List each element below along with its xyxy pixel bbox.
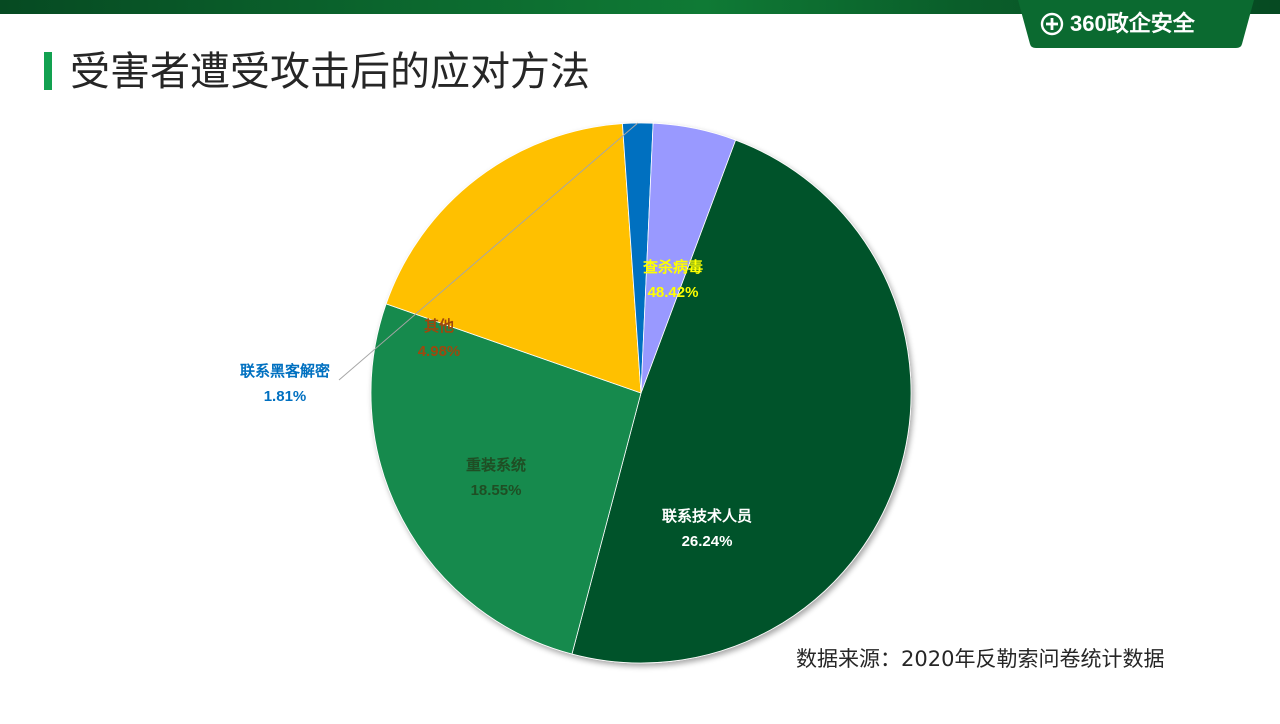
page-title: 受害者遭受攻击后的应对方法 — [70, 49, 590, 95]
pie-slice — [571, 139, 912, 664]
brand-logo: 360政企安全 — [1070, 11, 1195, 36]
brand-tab — [1018, 0, 1254, 48]
slice-value-label: 1.81% — [264, 388, 307, 405]
slice-category-label: 其他 — [424, 317, 454, 335]
pie-slice — [385, 123, 642, 394]
pie-slice — [640, 122, 737, 394]
slice-category-label: 重装系统 — [466, 456, 526, 474]
slice-category-label: 联系黑客解密 — [240, 362, 330, 380]
slice-value-label: 18.55% — [471, 482, 522, 499]
slice-category-label: 联系技术人员 — [662, 507, 752, 525]
slice-value-label: 26.24% — [682, 533, 733, 550]
data-source-note: 数据来源：2020年反勒索问卷统计数据 — [796, 647, 1165, 671]
title-accent-bar — [44, 52, 52, 90]
slice-category-label: 查杀病毒 — [643, 258, 703, 276]
slice-value-label: 48.42% — [648, 284, 699, 301]
pie-slice — [370, 303, 642, 655]
top-banner — [0, 0, 1280, 14]
plus-circle-icon — [1040, 12, 1064, 36]
leader-line — [338, 122, 639, 381]
slice-value-label: 4.98% — [418, 343, 461, 360]
